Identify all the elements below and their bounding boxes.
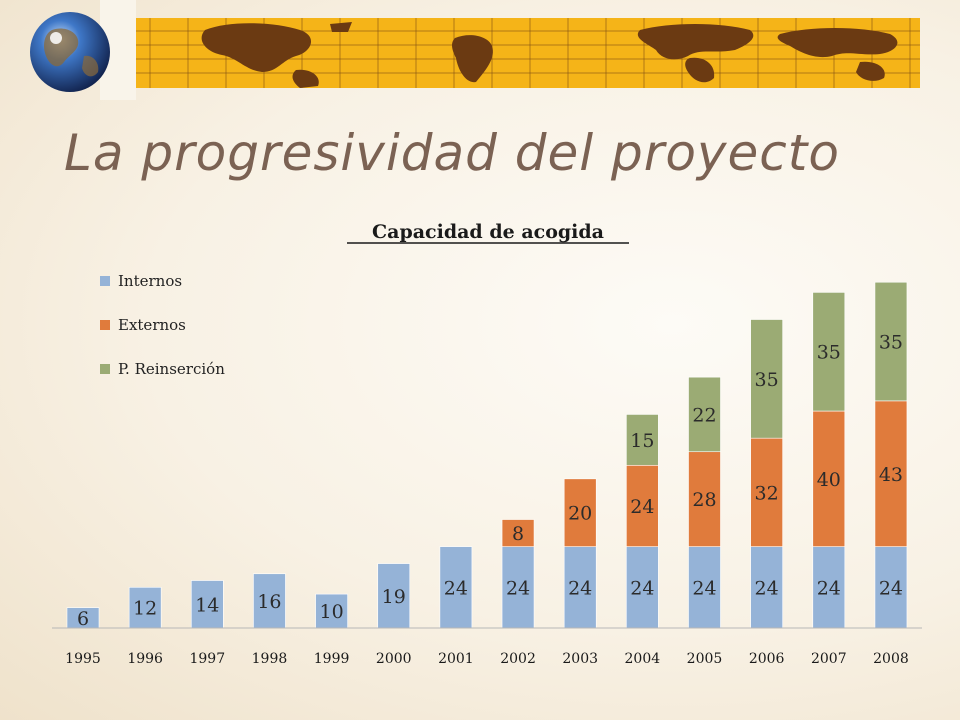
x-tick-1995: 1995 <box>65 651 101 667</box>
data-label-2008-series-3: 35 <box>879 332 903 354</box>
data-label-2005-series-3: 22 <box>692 404 716 426</box>
bar-1996-series-1 <box>128 587 162 629</box>
legend-label-1: Internos <box>118 272 182 290</box>
data-label-2004-series-3: 15 <box>630 430 654 452</box>
legend-label-3: P. Reinserción <box>118 360 225 378</box>
header-banner <box>30 0 920 100</box>
data-label-1996-series-1: 12 <box>133 598 157 620</box>
bar-2005-series-3 <box>688 376 721 453</box>
data-label-2001-series-1: 24 <box>444 577 468 599</box>
x-tick-2007: 2007 <box>811 651 847 667</box>
data-label-1999-series-1: 10 <box>320 601 344 623</box>
bar-2001-series-1 <box>439 546 473 629</box>
bar-2007-series-2 <box>812 410 846 547</box>
x-tick-2002: 2002 <box>500 651 536 667</box>
x-axis-ticks: 1995 1996 1997 1998 1999 2000 2001 2002 2003 2004… <box>65 651 909 667</box>
data-label-2007-series-2: 40 <box>817 469 841 491</box>
data-label-1995-series-1: 6 <box>77 608 89 630</box>
data-label-1998-series-1: 16 <box>257 591 281 613</box>
x-tick-2008: 2008 <box>873 651 909 667</box>
data-label-2004-series-2: 24 <box>630 496 654 518</box>
bar-2002-series-2 <box>501 519 535 547</box>
data-label-2007-series-3: 35 <box>817 342 841 364</box>
chart-title: Capacidad de acogida <box>372 221 604 243</box>
x-tick-2004: 2004 <box>625 651 661 667</box>
x-tick-1998: 1998 <box>252 651 288 667</box>
bar-2007-series-3 <box>812 292 846 412</box>
bar-2006-series-2 <box>750 437 783 547</box>
x-tick-2005: 2005 <box>687 651 723 667</box>
bar-2008-series-3 <box>874 281 908 402</box>
bar-2004-series-1 <box>626 546 659 629</box>
data-label-2002-series-1: 24 <box>506 577 530 599</box>
bar-2004-series-3 <box>626 414 659 466</box>
chart-legend: Internos Externos P. Reinserción <box>100 272 225 378</box>
x-tick-1999: 1999 <box>314 651 350 667</box>
x-tick-2001: 2001 <box>438 651 474 667</box>
bar-2003-series-1 <box>563 546 597 629</box>
bar-2008-series-2 <box>874 400 908 547</box>
data-label-2003-series-2: 20 <box>568 503 592 525</box>
data-label-2005-series-2: 28 <box>692 489 716 511</box>
bar-2006-series-3 <box>750 319 783 439</box>
data-label-1997-series-1: 14 <box>195 594 219 616</box>
bar-1998-series-1 <box>253 573 286 629</box>
data-label-2006-series-3: 35 <box>755 369 779 391</box>
bar-2005-series-1 <box>688 546 721 629</box>
legend-swatch-3 <box>100 364 110 374</box>
data-label-2008-series-1: 24 <box>879 577 903 599</box>
data-label-2003-series-1: 24 <box>568 577 592 599</box>
bar-2008-series-1 <box>874 546 908 629</box>
x-tick-1996: 1996 <box>127 651 163 667</box>
stacked-bar-chart: Capacidad de acogida Internos Externos P. … <box>52 221 922 667</box>
x-tick-2003: 2003 <box>562 651 598 667</box>
bar-2004-series-2 <box>626 464 659 547</box>
x-tick-2000: 2000 <box>376 651 412 667</box>
data-label-2006-series-2: 32 <box>755 482 779 504</box>
x-tick-1997: 1997 <box>189 651 225 667</box>
bar-2002-series-1 <box>501 546 535 629</box>
globe-icon <box>30 12 110 92</box>
continents <box>201 22 898 88</box>
bar-1999-series-1 <box>315 593 348 629</box>
x-tick-2006: 2006 <box>749 651 785 667</box>
bar-2000-series-1 <box>377 563 411 629</box>
data-label-2000-series-1: 19 <box>382 586 406 608</box>
bar-2007-series-1 <box>812 546 846 629</box>
chart-bars: 6 12 14 16 10 19 24 24 8 24 20 24 24 15 24 28 22 24 32 35 24… <box>66 281 908 630</box>
data-label-2002-series-2: 8 <box>512 523 524 545</box>
data-label-2005-series-1: 24 <box>692 577 716 599</box>
data-label-2006-series-1: 24 <box>755 577 779 599</box>
bar-2005-series-2 <box>688 451 721 547</box>
page-title: La progresividad del proyecto <box>64 124 840 182</box>
data-label-2004-series-1: 24 <box>630 577 654 599</box>
data-label-2007-series-1: 24 <box>817 577 841 599</box>
legend-swatch-2 <box>100 320 110 330</box>
legend-swatch-1 <box>100 276 110 286</box>
bar-2003-series-2 <box>563 478 597 547</box>
bar-1997-series-1 <box>191 580 224 629</box>
legend-label-2: Externos <box>118 316 186 334</box>
data-label-2008-series-2: 43 <box>879 464 903 486</box>
